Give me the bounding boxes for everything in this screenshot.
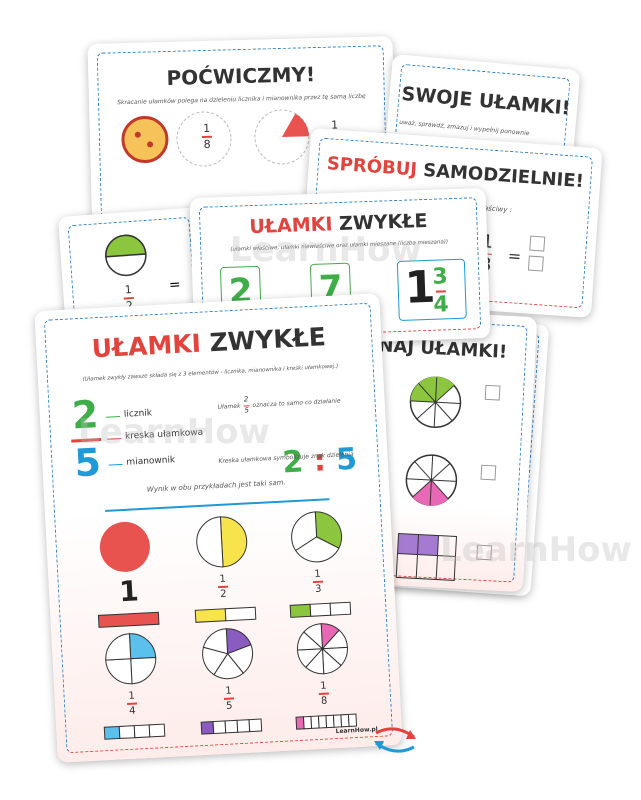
fraction-line (312, 580, 323, 583)
numerator: 1 (225, 685, 233, 697)
answer-box (529, 235, 546, 252)
numerator: 1 (203, 121, 211, 136)
division-sign: : (312, 443, 327, 479)
watermark: LearnHow (440, 530, 632, 570)
watermark: LearnHow (230, 230, 422, 270)
pie (254, 109, 310, 165)
denominator: 8 (203, 137, 211, 151)
bar-segment (133, 724, 151, 739)
grid-shape (395, 532, 458, 581)
fraction-bar-shape (295, 713, 358, 730)
pie-slice (130, 656, 157, 685)
pie-slice (219, 516, 248, 568)
pie (105, 234, 147, 277)
card-left: 12 = (57, 207, 207, 337)
pie (105, 633, 157, 685)
title-part: UŁAMKI (91, 328, 202, 364)
pie (202, 628, 254, 680)
bar-segment (118, 725, 136, 739)
numerator: 1 (219, 573, 227, 586)
bar-segment (148, 723, 166, 738)
bar-segment (200, 721, 215, 735)
pie-slice (105, 633, 132, 661)
numerator: 1 (128, 690, 136, 702)
bar-segment (236, 719, 251, 733)
watermark: LearnHow (78, 412, 270, 452)
answer-box (484, 384, 501, 401)
fraction-bar-shape (103, 723, 166, 740)
bar-segment (97, 611, 160, 628)
fraction-bar-shape (194, 606, 257, 623)
answer-box (480, 464, 497, 481)
denominator: 3 (314, 583, 322, 595)
denominator: 4 (432, 291, 450, 318)
bar-segment (340, 713, 350, 728)
pie (409, 376, 462, 428)
bar-segment (310, 715, 320, 729)
pie (196, 516, 248, 568)
bar-segment (212, 720, 227, 735)
card-main: UŁAMKI ZWYKŁE (Ułamek zwykły zawsze skła… (34, 293, 403, 763)
division-left: 2 (281, 444, 305, 481)
pie-slice (99, 521, 150, 572)
pie-slice (294, 536, 340, 563)
mini-numerator: 2 (243, 395, 249, 404)
pie (296, 623, 348, 675)
pie-slice (105, 658, 133, 685)
denominator: 5 (225, 700, 233, 712)
pie-slice (128, 633, 157, 660)
numerator: 3 (431, 264, 449, 290)
bar-segment (224, 606, 257, 622)
bar-segment (317, 715, 328, 729)
whole-number: 1 (118, 574, 140, 609)
pie (99, 521, 150, 572)
fraction-bar-shape (97, 611, 160, 628)
denominator: 2 (219, 588, 227, 600)
pie (405, 454, 458, 506)
equals: = (168, 276, 182, 294)
pie-slice (202, 628, 229, 655)
meaning-text: Ułamek (217, 402, 241, 411)
bar-segment (289, 603, 312, 618)
title-part: ZWYKŁE (208, 322, 327, 358)
bar-segment (325, 714, 335, 729)
pizza (121, 116, 169, 164)
bar-segment (302, 715, 313, 730)
bar-segment (309, 602, 332, 617)
swap-arrows (374, 727, 416, 753)
bar-segment (103, 725, 121, 740)
fraction-bar-shape (289, 601, 352, 618)
pie-slice (196, 516, 224, 568)
answer-box (527, 255, 544, 272)
bar-segment (194, 608, 227, 623)
bar-segment (329, 601, 352, 616)
bar-segment (248, 718, 263, 733)
pie (176, 111, 232, 167)
pie (291, 511, 343, 563)
bar-segment (332, 714, 343, 728)
bar-segment (347, 713, 358, 727)
bar-segment (295, 716, 305, 730)
numerator: 1 (124, 283, 133, 297)
card-know: ZNAJ UŁAMKI! (322, 306, 538, 593)
card-practice: POĆWICZMY! Skracanie ułamków polega na d… (87, 36, 398, 244)
pie-slice (291, 511, 318, 552)
bar-segment (224, 719, 239, 734)
numerator: 1 (319, 680, 327, 692)
denominator: 8 (320, 695, 328, 707)
fraction-bar-shape (200, 718, 263, 735)
numerator: 1 (314, 568, 322, 581)
denominator: 4 (128, 705, 136, 717)
division-right: 5 (335, 441, 358, 478)
pie-slice (303, 623, 324, 650)
equals: = (507, 246, 522, 266)
